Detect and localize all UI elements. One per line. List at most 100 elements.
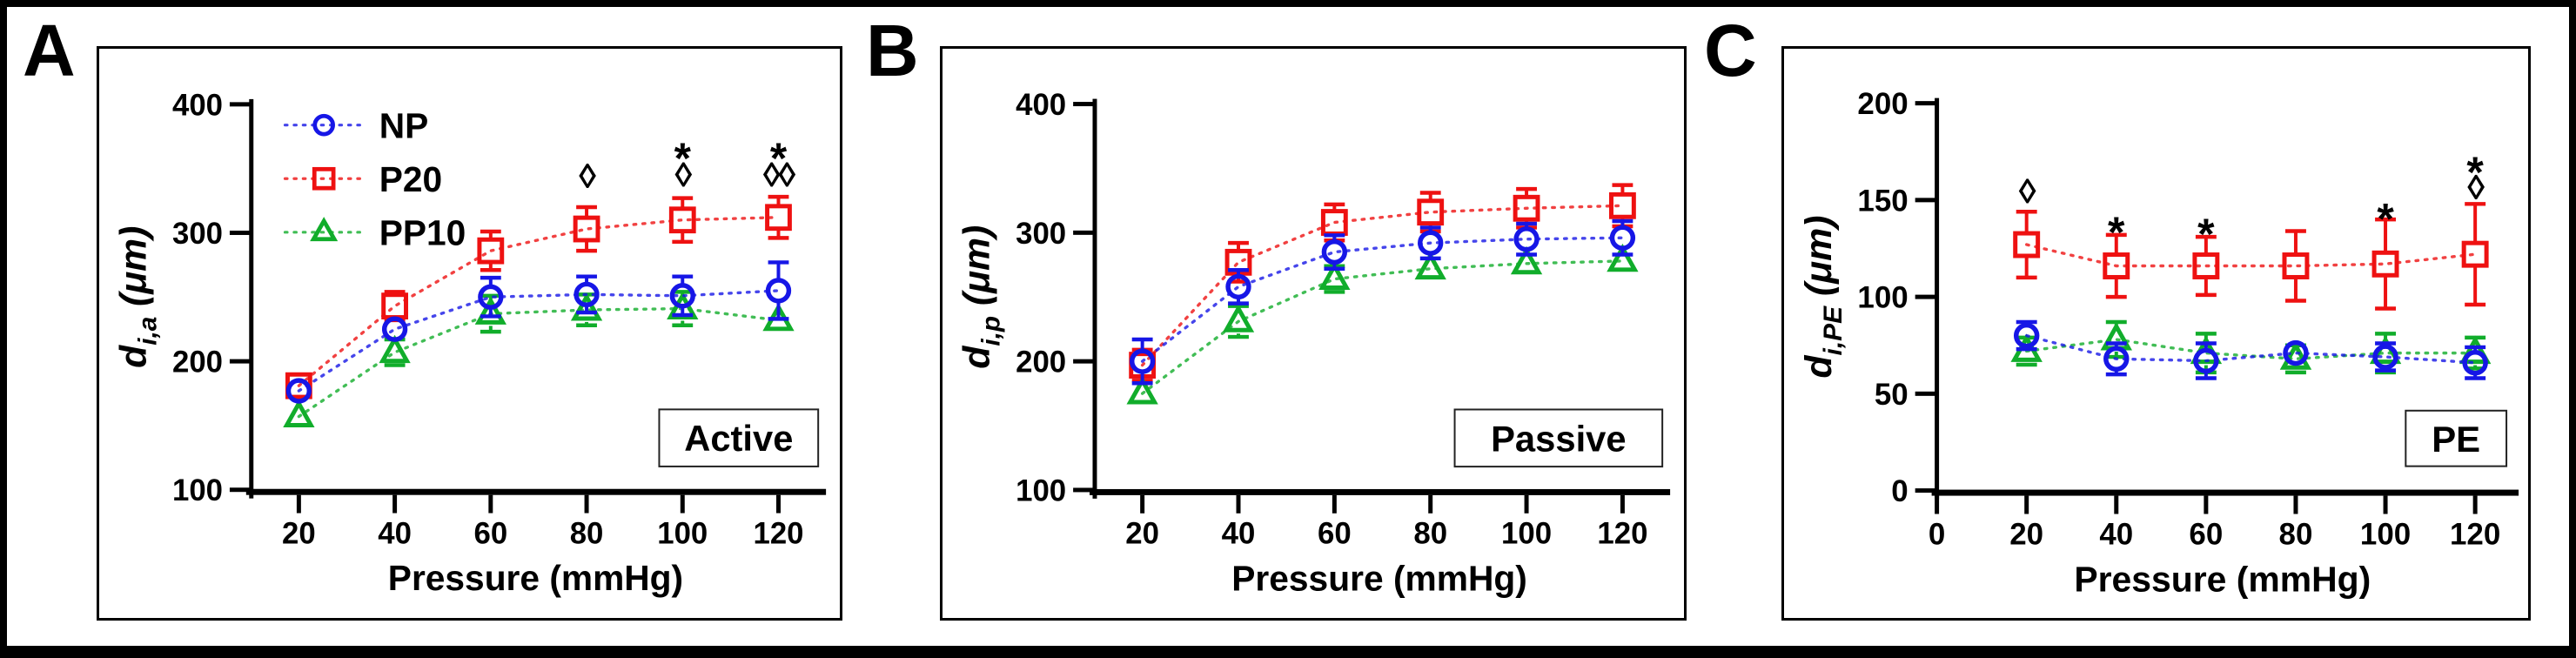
panel-a-active-chart: 100 200 300 400 20 40 60 80 100 120 Pressure (mmHg… [97, 46, 842, 621]
y-tick [1073, 359, 1095, 364]
circle-marker [2193, 347, 2219, 374]
square-marker [2192, 252, 2220, 279]
error-bar [2195, 341, 2217, 380]
triangle-marker [310, 217, 339, 242]
triangle-marker [1318, 261, 1351, 290]
series-P20 [1129, 183, 1636, 383]
x-tick-label: 0 [1929, 517, 1945, 551]
circle-marker [478, 284, 504, 310]
y-tick [1073, 230, 1095, 235]
significance-asterisk: * [2466, 148, 2484, 197]
x-tick-label: 20 [1125, 518, 1159, 551]
y-axis-spine [1935, 97, 1940, 500]
trend-dotted-line [1140, 204, 1625, 367]
error-bar [768, 260, 789, 321]
passive-diameter-plot: 100 200 300 400 20 40 60 80 100 120 Pressure (mmHg… [956, 89, 1671, 598]
trend-dotted-line [2024, 338, 2477, 360]
legend-item-PP10: PP10 [283, 212, 466, 252]
legend-label: P20 [379, 159, 442, 199]
error-bar [2016, 209, 2037, 280]
y-axis-title: di,p (μm) [956, 225, 1006, 369]
y-tick [1915, 488, 1937, 494]
circle-marker [381, 316, 408, 342]
error-bar [2465, 202, 2486, 307]
triangle-marker [1607, 243, 1639, 272]
y-tick [1915, 198, 1937, 203]
square-marker [477, 237, 505, 265]
y-axis-title: di,a (μm) [113, 226, 163, 368]
square-marker [573, 215, 600, 243]
x-tick [1620, 494, 1625, 514]
square-marker [2461, 240, 2489, 268]
x-tick-label: 120 [1597, 518, 1647, 551]
panel-letter-c: C [1704, 10, 1757, 91]
series-NP [2013, 319, 2488, 380]
x-tick-label: 20 [282, 517, 316, 550]
y-tick [229, 102, 252, 107]
x-tick [2114, 495, 2119, 514]
y-tick-label: 50 [1875, 378, 1909, 412]
x-tick-label: 100 [657, 517, 708, 550]
x-tick [776, 494, 781, 514]
error-bar [2284, 229, 2306, 303]
triangle-marker [1222, 304, 1255, 332]
y-tick-label: 400 [1016, 89, 1066, 122]
x-tick-label: 60 [1318, 518, 1352, 551]
triangle-marker [283, 399, 315, 427]
y-axis-spine [249, 98, 254, 499]
axes: 100 200 300 400 20 40 60 80 100 120 Pressure (mmHg… [113, 89, 827, 598]
axes: 0 50 100 150 200 0 20 40 60 80 100 120 Pressure (mmH… [1798, 87, 2519, 599]
trend-dotted-line [297, 216, 781, 387]
y-tick-label: 150 [1857, 184, 1908, 218]
error-bar [1324, 233, 1345, 271]
y-tick-label: 0 [1891, 474, 1908, 508]
inset-label-box: Active [658, 408, 820, 467]
circle-marker [285, 378, 312, 404]
square-marker [2371, 250, 2399, 278]
significance-diamond: ◊◊ [763, 156, 796, 194]
error-bar [2375, 217, 2397, 311]
significance-asterisk: * [674, 134, 692, 183]
square-marker [765, 204, 792, 232]
y-tick-label: 100 [1857, 281, 1908, 315]
series-P20 [2013, 202, 2489, 311]
legend-label: NP [379, 105, 429, 145]
x-axis-title: Pressure (mmHg) [1231, 558, 1527, 598]
panel-letter-a: A [23, 10, 76, 91]
x-tick [2383, 495, 2388, 514]
error-bar [1131, 337, 1153, 386]
error-bar [672, 274, 694, 318]
inset-label-text: PE [2432, 419, 2480, 460]
circle-marker [2013, 322, 2040, 349]
significance-diamond: ◊ [2467, 169, 2485, 207]
circle-marker [1609, 225, 1636, 251]
y-tick-label: 200 [172, 346, 223, 379]
x-tick-label: 80 [2279, 517, 2313, 551]
triangle-marker [2459, 335, 2492, 365]
series-PP10 [283, 290, 795, 427]
square-marker [668, 206, 696, 234]
trend-dotted-line [297, 306, 781, 419]
significance-asterisk: * [770, 134, 788, 183]
x-tick-label: 100 [2360, 517, 2411, 551]
circle-marker [765, 278, 792, 304]
error-bar [480, 275, 501, 319]
circle-marker [2462, 350, 2488, 376]
inset-label-text: Active [684, 418, 793, 459]
triangle-marker [379, 334, 411, 364]
triangle-marker [474, 296, 506, 325]
error-bar [576, 274, 597, 315]
inset-label-box: Passive [1453, 408, 1664, 468]
circle-marker [2103, 346, 2130, 373]
inset-label-text: Passive [1491, 418, 1627, 459]
significance-asterisk: * [2108, 208, 2125, 257]
trend-dotted-line [1140, 259, 1625, 395]
x-tick-label: 120 [2450, 517, 2500, 551]
triangle-marker [1510, 245, 1543, 275]
square-marker [1417, 198, 1445, 226]
square-marker [2013, 231, 2041, 258]
y-tick [229, 487, 252, 493]
y-tick-label: 100 [172, 474, 223, 507]
y-tick-label: 400 [172, 89, 223, 122]
x-axis-title: Pressure (mmHg) [2074, 559, 2371, 599]
